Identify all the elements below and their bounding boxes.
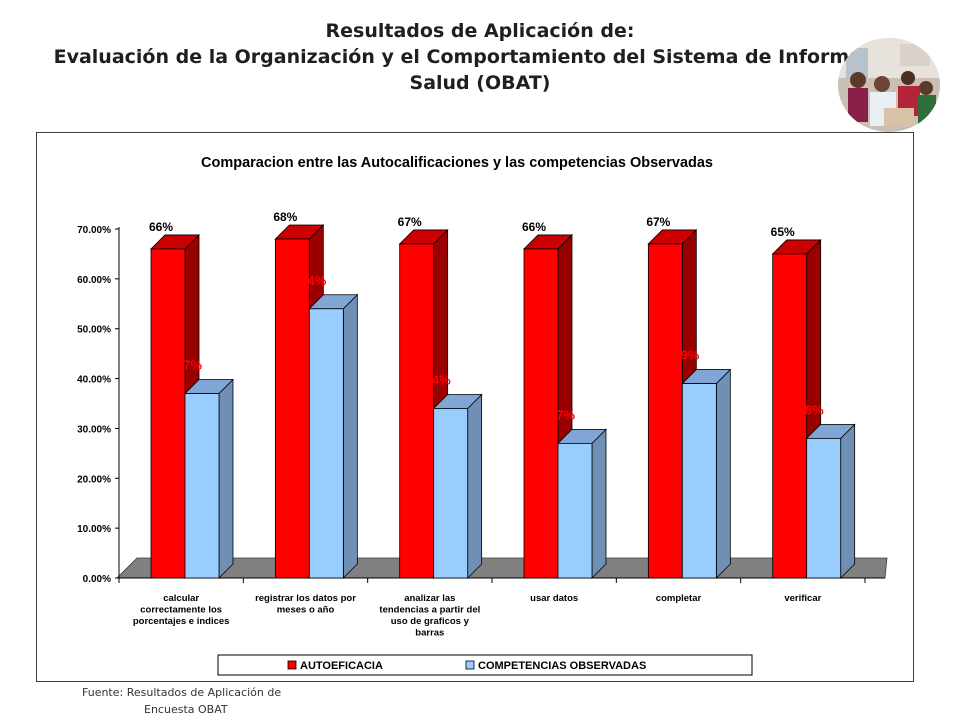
legend-label: AUTOEFICACIA <box>300 660 383 672</box>
chart-title: Comparacion entre las Autocalificaciones… <box>201 155 713 171</box>
x-category-label-line: registrar los datos por <box>255 593 356 604</box>
bar-front-face <box>523 248 559 579</box>
x-category-label-line: uso de graficos y <box>391 616 470 627</box>
bar-front-face <box>150 248 186 579</box>
bar-competencias-6 <box>805 423 856 579</box>
data-label: 67% <box>398 215 422 229</box>
y-tick-label: 40.00% <box>77 375 111 386</box>
y-tick-label: 10.00% <box>77 524 111 535</box>
x-category-label: analizar las tendencias a partir del uso d… <box>379 593 480 639</box>
x-category-label-line: completar <box>656 593 702 604</box>
bar-front-face <box>806 437 842 579</box>
source-note: Fuente: Resultados de Aplicación de Encu… <box>82 684 281 718</box>
title-line-2: Evaluación de la Organización y el Compo… <box>53 46 907 68</box>
data-label: 37% <box>176 358 202 373</box>
x-category-label-line: verificar <box>784 593 821 604</box>
chart-frame: Comparacion entre las Autocalificaciones… <box>36 132 914 682</box>
y-tick-label: 20.00% <box>77 474 111 485</box>
bar-front-face <box>274 238 310 579</box>
legend-box <box>217 654 753 676</box>
x-category-label-line: correctamente los <box>140 605 222 616</box>
data-label: 34% <box>425 372 451 387</box>
x-category-label-line: usar datos <box>530 593 578 604</box>
bar-side-face <box>840 423 856 579</box>
title-line-3: Salud (OBAT) <box>409 72 551 94</box>
legend-swatch <box>287 660 297 670</box>
slide-title: Resultados de Aplicación de: Evaluación … <box>0 18 960 96</box>
bar-competencias-4 <box>557 428 607 579</box>
source-line-1: Fuente: Resultados de Aplicación de <box>82 686 282 699</box>
bar-competencias-1 <box>184 378 234 579</box>
bar-front-face <box>433 408 469 579</box>
source-line-2: Encuesta OBAT <box>144 703 228 716</box>
data-label: 27% <box>549 407 575 422</box>
bar-side-face <box>715 368 731 579</box>
bar-side-face <box>467 393 483 579</box>
bar-front-face <box>308 308 344 579</box>
bar-side-face <box>591 428 607 579</box>
x-category-label-line: meses o año <box>277 605 335 616</box>
bar-autoeficacia-6 <box>771 238 822 579</box>
x-category-label-line: calcular <box>163 593 199 604</box>
data-label: 67% <box>646 215 670 229</box>
legend-label: COMPETENCIAS OBSERVADAS <box>478 660 646 672</box>
x-category-label-line: tendencias a partir del <box>379 605 480 616</box>
y-tick-label: 50.00% <box>77 325 111 336</box>
data-label: 68% <box>273 210 297 224</box>
bar-front-face <box>681 383 717 579</box>
bar-side-face <box>218 378 234 579</box>
x-category-label-line: barras <box>415 628 444 639</box>
data-label: 28% <box>798 402 824 417</box>
bar-competencias-3 <box>432 393 483 579</box>
bar-front-face <box>772 253 808 579</box>
x-category-label: usar datos <box>530 593 578 604</box>
bar-front-face <box>557 442 593 579</box>
x-category-label: calcular correctamente los porcentajes e i… <box>133 593 230 627</box>
bar-front-face <box>647 243 683 579</box>
data-label: 66% <box>149 220 173 234</box>
data-label: 65% <box>771 225 795 239</box>
y-tick-label: 70.00% <box>77 225 111 236</box>
y-tick-label: 30.00% <box>77 424 111 435</box>
data-label: 66% <box>522 220 546 234</box>
bar-side-face <box>342 293 358 579</box>
group-photo <box>838 38 940 132</box>
x-category-label-line: analizar las <box>404 593 455 604</box>
y-tick-label: 0.00% <box>83 574 111 585</box>
x-category-label: registrar los datos por meses o año <box>255 593 356 616</box>
y-tick-label: 60.00% <box>77 275 111 286</box>
bar-chart: Comparacion entre las Autocalificaciones… <box>77 155 888 676</box>
data-label: 54% <box>300 273 326 288</box>
x-category-label: completar <box>656 593 702 604</box>
bar-competencias-5 <box>681 368 732 579</box>
legend-swatch <box>465 660 475 670</box>
bar-competencias-2 <box>308 293 359 579</box>
x-category-label: verificar <box>784 593 821 604</box>
bar-front-face <box>184 393 220 579</box>
title-line-1: Resultados de Aplicación de: <box>325 20 635 42</box>
photo-illustration <box>838 38 940 132</box>
data-label: 39% <box>673 348 699 363</box>
x-category-label-line: porcentajes e indices <box>133 616 230 627</box>
bar-front-face <box>399 243 435 579</box>
